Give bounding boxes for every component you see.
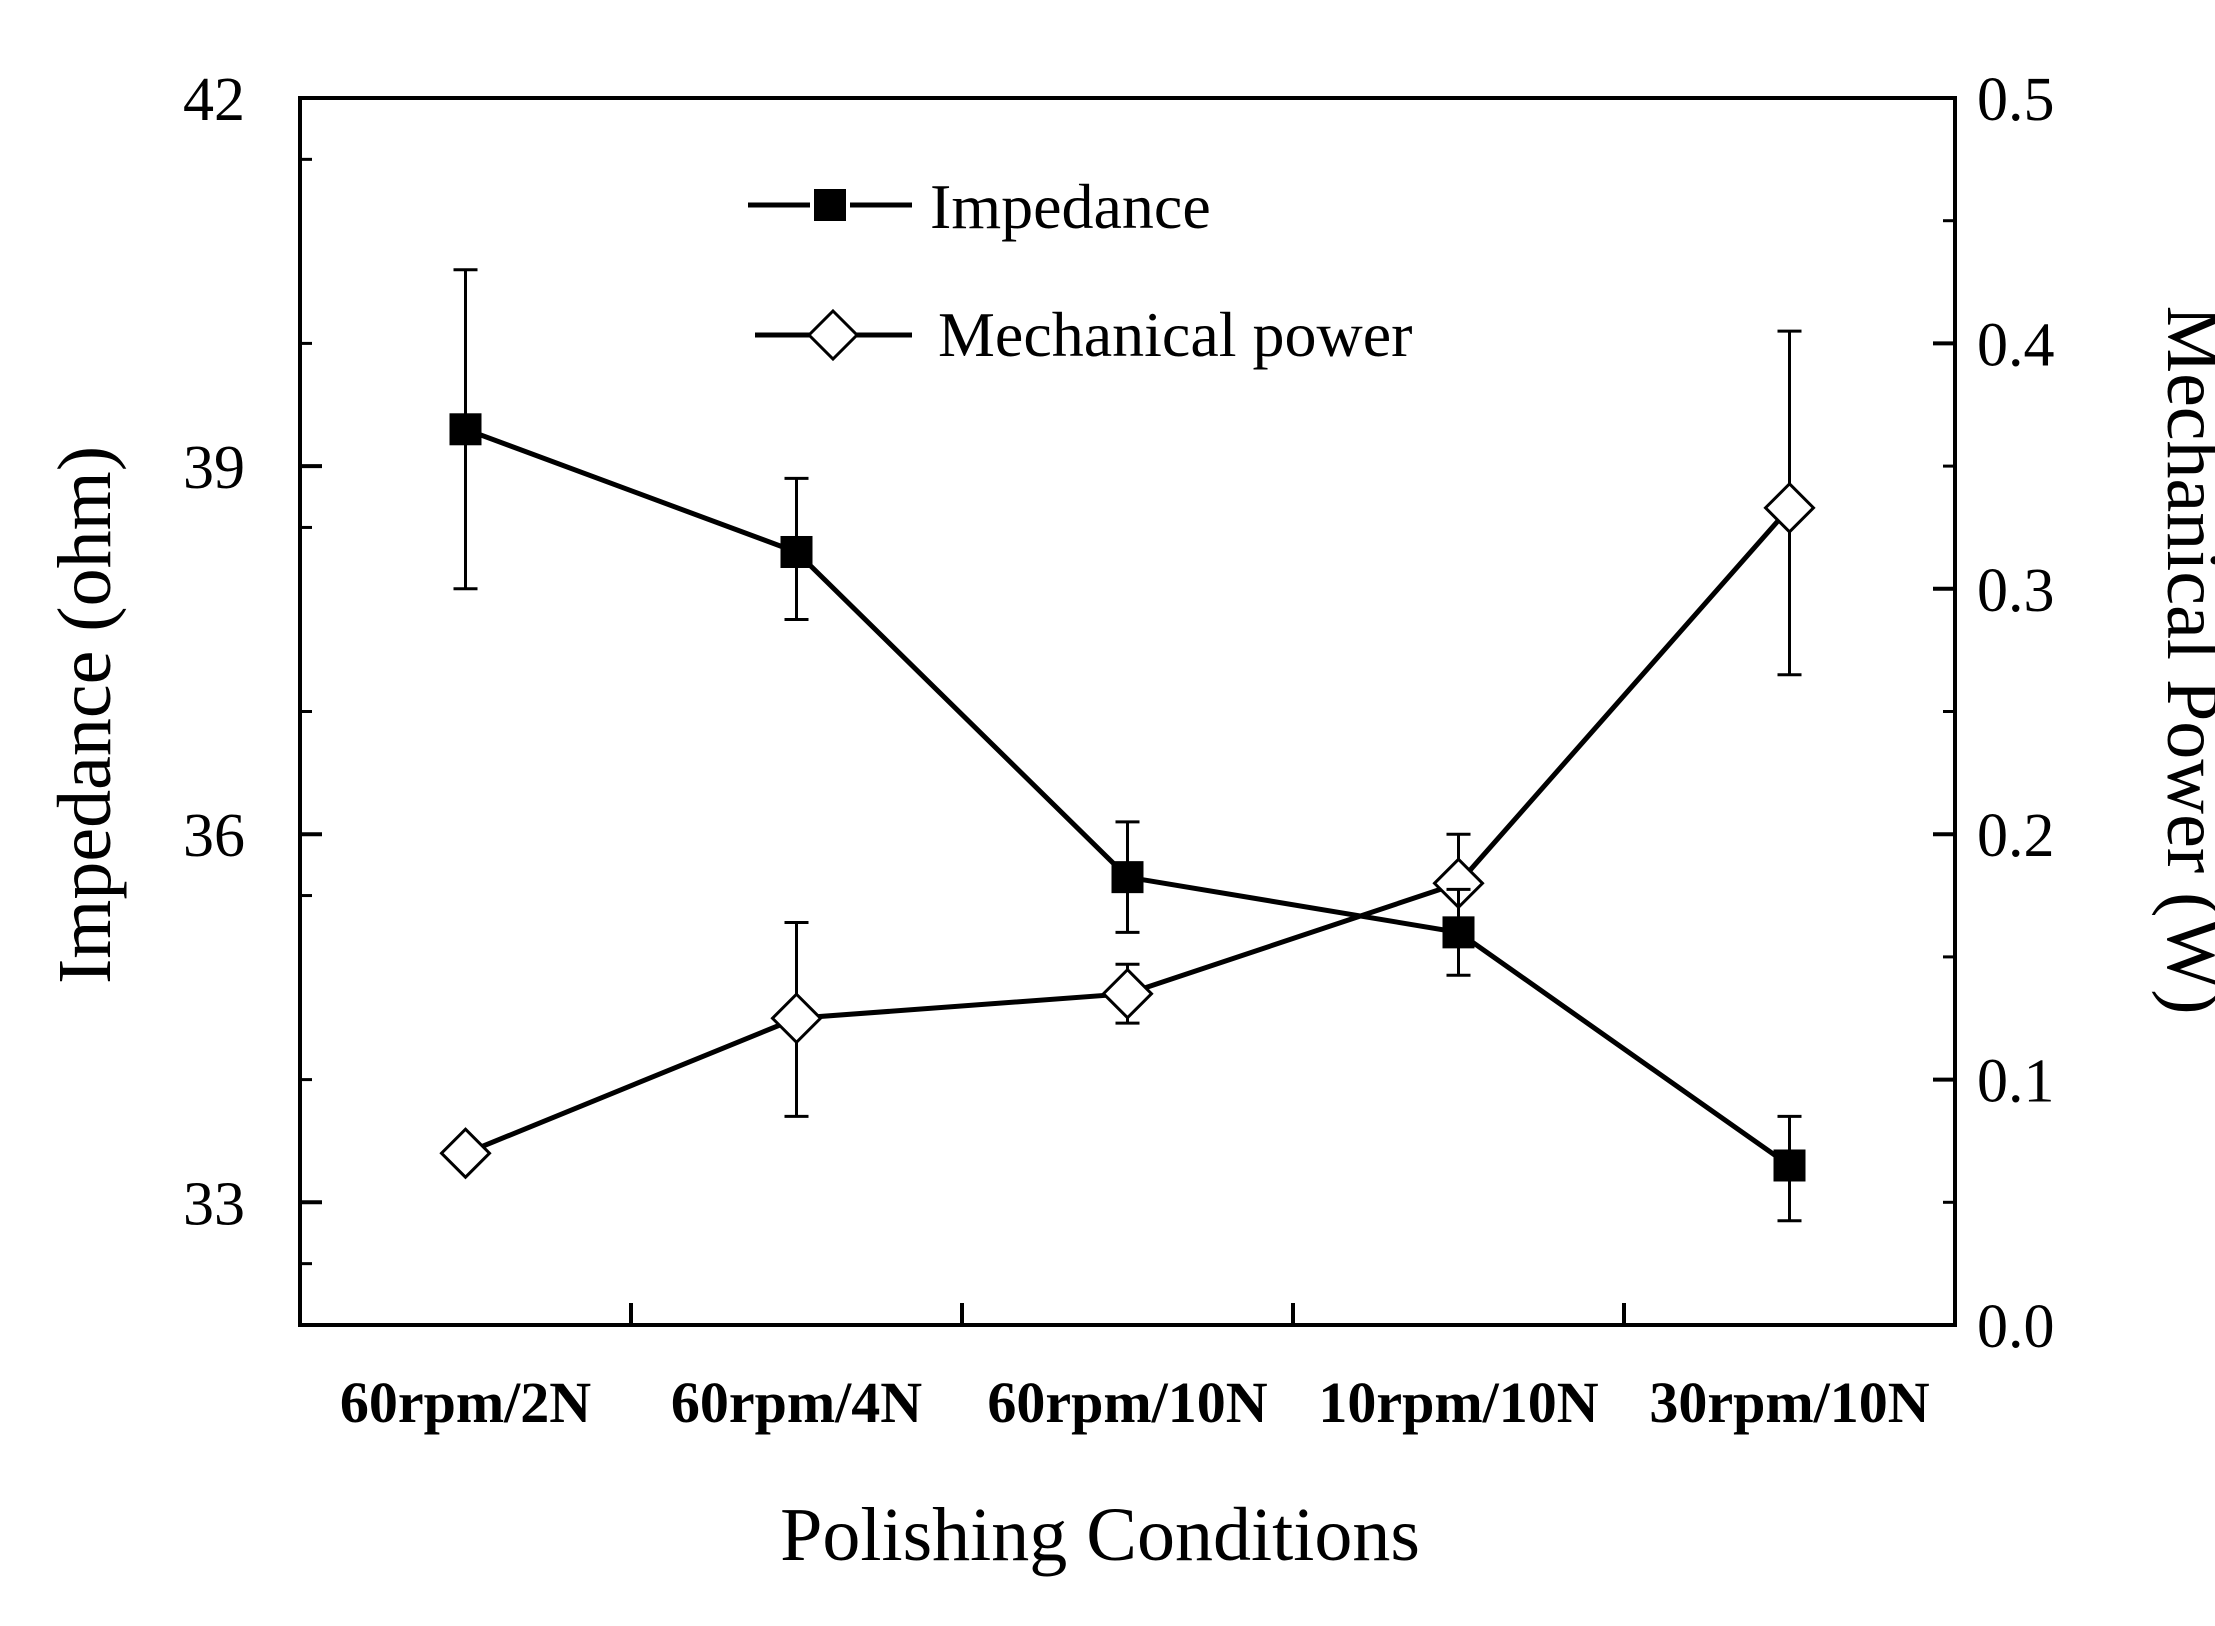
right-tick-label-2: 0.2 — [1977, 802, 2055, 870]
x-tick-label-60rpm-4n: 60rpm/4N — [671, 1370, 922, 1435]
right-tick-label-4: 0.4 — [1977, 311, 2055, 379]
data-point-impedance-2 — [1111, 861, 1144, 894]
right-tick-label-5: 0.5 — [1977, 66, 2055, 134]
data-point-impedance-4 — [1773, 1149, 1806, 1182]
data-point-impedance-1 — [780, 535, 813, 568]
data-point-mechanical-power-4 — [1763, 481, 1816, 534]
data-point-impedance-3 — [1442, 916, 1475, 949]
legend-entry-mechanical-power: Mechanical power — [938, 299, 1412, 370]
legend-marker-impedance — [814, 189, 846, 221]
left-axis-title: Impedance (ohm) — [43, 446, 127, 984]
left-tick-label-2: 39 — [183, 434, 245, 502]
data-point-mechanical-power-2 — [1101, 967, 1154, 1020]
left-tick-label-3: 42 — [183, 66, 245, 134]
series-line-impedance — [464, 426, 1791, 1168]
data-point-mechanical-power-0 — [439, 1127, 492, 1180]
x-tick-label-30rpm-10n: 30rpm/10N — [1649, 1370, 1929, 1435]
left-tick-label-1: 36 — [183, 802, 245, 870]
right-tick-label-1: 0.1 — [1977, 1048, 2055, 1116]
legend-marker-mechanical-power — [806, 308, 860, 362]
legend-entry-impedance: Impedance — [930, 171, 1211, 242]
right-tick-label-3: 0.3 — [1977, 557, 2055, 625]
right-axis-title: Mechanical Power (W) — [2151, 305, 2215, 1014]
legend: Impedance Mechanical power — [748, 171, 1412, 370]
series-layer — [439, 268, 1816, 1223]
x-axis-title: Polishing Conditions — [780, 1493, 1420, 1577]
data-point-mechanical-power-1 — [770, 992, 823, 1045]
series-mechanical-power — [439, 329, 1816, 1180]
axis-ticks: 33 36 39 42 0.0 0.1 0.2 0.3 0.4 0.5 60rpm/2N 60rpm/… — [183, 66, 2055, 1435]
plot-frame — [298, 96, 1957, 1327]
x-tick-label-10rpm-10n: 10rpm/10N — [1318, 1370, 1598, 1435]
x-tick-label-60rpm-10n: 60rpm/10N — [987, 1370, 1267, 1435]
x-tick-label-60rpm-2n: 60rpm/2N — [340, 1370, 591, 1435]
data-point-impedance-0 — [449, 413, 482, 446]
right-tick-label-0: 0.0 — [1977, 1293, 2055, 1361]
series-impedance — [449, 268, 1806, 1223]
left-tick-label-0: 33 — [183, 1170, 245, 1238]
